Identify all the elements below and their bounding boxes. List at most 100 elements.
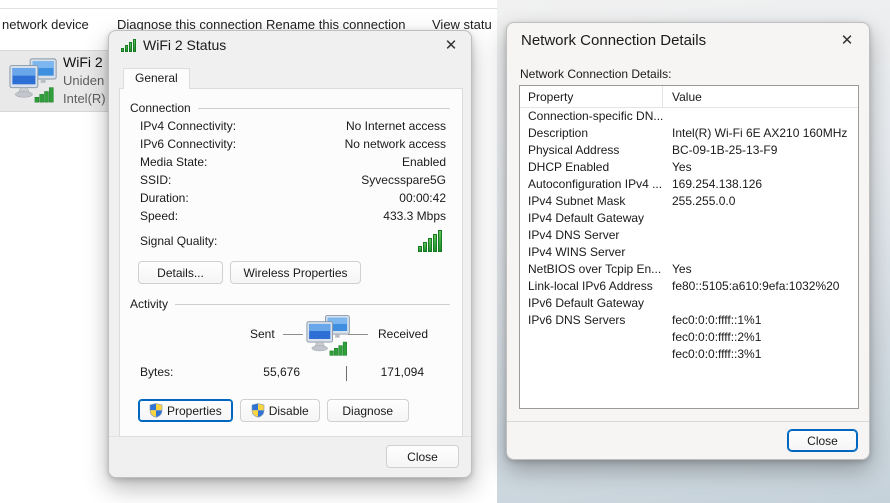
details-row[interactable]: Description Intel(R) Wi-Fi 6E AX210 160M…	[520, 125, 858, 142]
connection-row-value: Syvecsspare5G	[361, 173, 446, 187]
details-row[interactable]: fec0:0:0:ffff::3%1	[520, 346, 858, 363]
uac-shield-icon	[149, 403, 163, 418]
close-icon[interactable]: ✕	[840, 32, 854, 49]
listview-header: Property Value	[520, 86, 858, 108]
close-button[interactable]: Close	[386, 445, 459, 468]
details-row[interactable]: Physical Address BC-09-1B-25-13-F9	[520, 142, 858, 159]
details-row[interactable]: Connection-specific DN...	[520, 108, 858, 125]
received-dash	[348, 334, 368, 335]
activity-section-label: Activity	[130, 297, 169, 311]
adapter-device: Intel(R)	[63, 91, 106, 106]
uac-shield-icon	[251, 403, 265, 418]
bytes-received-value: 171,094	[380, 365, 424, 379]
connection-row-value: 433.3 Mbps	[383, 209, 446, 223]
details-button[interactable]: Details...	[138, 261, 223, 284]
close-button[interactable]: Close	[787, 429, 858, 452]
details-list-label: Network Connection Details:	[520, 67, 672, 81]
toolbar-item[interactable]: network device	[2, 17, 89, 32]
value-column-header[interactable]: Value	[672, 90, 702, 104]
toolbar-divider	[0, 8, 497, 9]
property-cell: IPv4 Default Gateway	[528, 211, 645, 225]
bytes-divider	[346, 366, 347, 381]
connection-row-label: Speed:	[140, 209, 179, 223]
property-cell: IPv6 Default Gateway	[528, 296, 645, 310]
details-row[interactable]: NetBIOS over Tcpip En... Yes	[520, 261, 858, 278]
close-icon[interactable]: ✕	[444, 37, 458, 54]
value-cell: Yes	[672, 262, 692, 276]
property-cell: IPv4 DNS Server	[528, 228, 620, 242]
activity-computers-icon	[306, 313, 352, 362]
value-cell	[663, 244, 858, 261]
disable-button-label: Disable	[268, 403, 309, 418]
properties-button-label: Properties	[167, 403, 222, 418]
details-row[interactable]: IPv4 Default Gateway	[520, 210, 858, 227]
connection-row-value: Enabled	[401, 155, 446, 169]
property-cell: IPv6 DNS Servers	[528, 313, 626, 327]
value-cell: BC-09-1B-25-13-F9	[672, 143, 778, 157]
property-cell: Physical Address	[528, 143, 620, 157]
network-details-dialog: Network Connection Details ✕ Network Con…	[506, 22, 870, 460]
received-label: Received	[378, 327, 429, 341]
value-cell: fe80::5105:a610:9efa:1032%20	[672, 279, 840, 293]
connection-rows: IPv4 Connectivity: No Internet access IP…	[140, 117, 446, 225]
wifi-status-dialog: WiFi 2 Status ✕ General Connection IPv4 …	[108, 30, 472, 478]
signal-quality-label: Signal Quality:	[140, 234, 218, 248]
details-row[interactable]: IPv4 WINS Server	[520, 244, 858, 261]
toolbar-item[interactable]: Rename this connection	[266, 17, 406, 32]
disable-button[interactable]: Disable	[239, 399, 320, 422]
connection-row: Speed: 433.3 Mbps	[140, 207, 446, 225]
property-cell: IPv4 WINS Server	[528, 245, 626, 259]
footer-divider	[507, 421, 869, 422]
adapter-network: Uniden	[63, 73, 105, 88]
value-cell: Intel(R) Wi-Fi 6E AX210 160MHz	[672, 126, 848, 140]
toolbar-item[interactable]: View statu	[432, 17, 492, 32]
signal-quality-icon	[418, 230, 446, 252]
value-cell: Yes	[672, 160, 692, 174]
property-cell: Autoconfiguration IPv4 ...	[528, 177, 663, 191]
connection-row: IPv6 Connectivity: No network access	[140, 135, 446, 153]
wireless-properties-button[interactable]: Wireless Properties	[230, 261, 361, 284]
signal-bars-icon	[121, 39, 136, 57]
connection-row-label: Media State:	[140, 155, 208, 169]
details-row[interactable]: DHCP Enabled Yes	[520, 159, 858, 176]
connection-row: Media State: Enabled	[140, 153, 446, 171]
adapter-name: WiFi 2	[63, 54, 103, 70]
details-row[interactable]: Link-local IPv6 Address fe80::5105:a610:…	[520, 278, 858, 295]
details-row[interactable]: IPv6 DNS Servers fec0:0:0:ffff::1%1	[520, 312, 858, 329]
general-tab-page: Connection IPv4 Connectivity: No Interne…	[119, 88, 463, 437]
network-adapter-item[interactable]: WiFi 2 Uniden Intel(R)	[0, 50, 118, 112]
toolbar-item[interactable]: Diagnose this connection	[117, 17, 263, 32]
details-row[interactable]: IPv4 Subnet Mask 255.255.0.0	[520, 193, 858, 210]
property-cell: Link-local IPv6 Address	[528, 279, 653, 293]
value-cell: fec0:0:0:ffff::3%1	[672, 347, 762, 361]
bytes-sent-value: 55,676	[263, 365, 300, 379]
details-row[interactable]: fec0:0:0:ffff::2%1	[520, 329, 858, 346]
property-cell	[520, 346, 663, 363]
connection-row: Duration: 00:00:42	[140, 189, 446, 207]
section-divider	[175, 303, 450, 305]
property-cell: Description	[528, 126, 589, 140]
details-row[interactable]: IPv4 DNS Server	[520, 227, 858, 244]
connection-row-value: No Internet access	[345, 119, 446, 133]
details-listview[interactable]: Property Value Connection-specific DN...…	[519, 85, 859, 409]
properties-button[interactable]: Properties	[138, 399, 233, 422]
property-column-header[interactable]: Property	[520, 86, 663, 107]
tab-general[interactable]: General	[123, 68, 190, 89]
value-cell: 255.255.0.0	[672, 194, 736, 208]
listview-body: Connection-specific DN... Description In…	[520, 108, 858, 363]
bytes-label: Bytes:	[140, 365, 174, 379]
value-cell	[663, 210, 858, 227]
connection-row-label: IPv6 Connectivity:	[140, 137, 237, 151]
property-cell: NetBIOS over Tcpip En...	[528, 262, 662, 276]
diagnose-button[interactable]: Diagnose	[326, 399, 409, 422]
details-row[interactable]: Autoconfiguration IPv4 ... 169.254.138.1…	[520, 176, 858, 193]
property-cell: DHCP Enabled	[528, 160, 610, 174]
section-divider	[197, 107, 450, 109]
details-row[interactable]: IPv6 Default Gateway	[520, 295, 858, 312]
wifi-status-titlebar[interactable]: WiFi 2 Status ✕	[109, 31, 471, 61]
connection-section-label: Connection	[130, 101, 191, 115]
toolbar: network device Diagnose this connection Re…	[0, 17, 497, 35]
dialog-title: Network Connection Details	[521, 32, 707, 49]
property-cell: IPv4 Subnet Mask	[528, 194, 626, 208]
